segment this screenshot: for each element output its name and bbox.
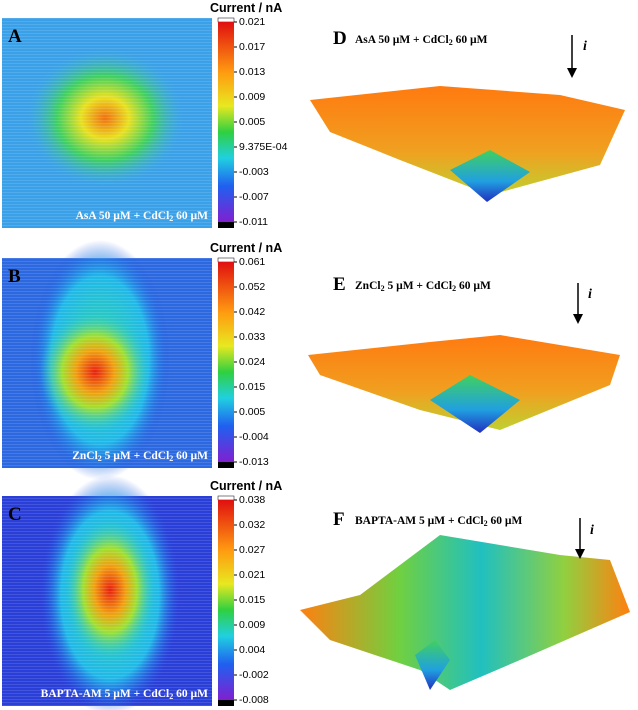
- caption-part: 60 µM: [456, 280, 491, 292]
- colorbar-top: [217, 17, 235, 23]
- caption: BAPTA-AM 5 µM + CdCl2 60 µM: [355, 515, 522, 528]
- colorbar-tick-label: 0.061: [239, 256, 265, 268]
- colorbar-tick-label: 0.013: [239, 66, 265, 78]
- colorbar-tick-label: -0.013: [239, 456, 269, 468]
- caption-part: 5 µM + CdCl: [102, 450, 169, 462]
- colorbar-tick-label: -0.008: [239, 694, 269, 706]
- subscript: 2: [484, 519, 488, 528]
- panel-letter: C: [8, 504, 22, 525]
- arrowheads: [567, 68, 585, 559]
- caption-part: AsA 50 µM + CdCl: [355, 34, 449, 46]
- surface-e: [308, 335, 620, 433]
- surface-d: [310, 86, 625, 202]
- colorbar-title: Current / nA: [210, 241, 282, 255]
- colorbar-tick-label: -0.003: [239, 166, 269, 178]
- colorbar-tick-label: -0.007: [239, 191, 269, 203]
- subscript: 2: [381, 284, 385, 293]
- heatmap-b: [2, 240, 212, 480]
- caption-part: 5 µM + CdCl: [385, 280, 452, 292]
- colorbar-bottom: [218, 462, 234, 468]
- colorbar-bottom: [218, 700, 234, 706]
- subscript: 2: [452, 284, 456, 293]
- colorbar-tick-label: -0.002: [239, 669, 269, 681]
- caption-part: BAPTA-AM 5 µM + CdCl: [41, 688, 170, 700]
- caption-part: 60 µM: [488, 515, 523, 527]
- colorbar-tick-label: 0.038: [239, 494, 265, 506]
- colorbar-tick-label: 0.009: [239, 619, 265, 631]
- subscript: 2: [169, 692, 173, 701]
- subscript: 2: [169, 454, 173, 463]
- colorbar-tick-label: 0.015: [239, 381, 265, 393]
- colorbar-tick-label: 0.015: [239, 594, 265, 606]
- caption: ZnCl2 5 µM + CdCl2 60 µM: [355, 280, 491, 293]
- panel-letter: B: [8, 266, 21, 287]
- caption: AsA 50 µM + CdCl2 60 µM: [76, 210, 209, 223]
- caption-part: ZnCl: [72, 450, 98, 462]
- colorbar-top: [217, 257, 235, 263]
- caption-part: 60 µM: [173, 210, 208, 222]
- subscript: 2: [449, 38, 453, 47]
- heatmap-c: [2, 475, 212, 710]
- colorbar: [218, 262, 234, 462]
- current-symbol: i: [590, 523, 594, 538]
- panel-letter: D: [333, 28, 347, 49]
- colorbar-tick-label: 0.033: [239, 331, 265, 343]
- caption-part: 60 µM: [173, 450, 208, 462]
- colorbar-bottom: [218, 222, 234, 228]
- colorbar-title: Current / nA: [210, 479, 282, 493]
- panel-letter: A: [8, 26, 22, 47]
- colorbar-tick-label: 0.009: [239, 91, 265, 103]
- caption-part: 60 µM: [453, 34, 488, 46]
- heatmap-a: [2, 18, 212, 228]
- colorbar-tick-label: 0.032: [239, 519, 265, 531]
- colorbar-title: Current / nA: [210, 1, 282, 15]
- caption-part: BAPTA-AM 5 µM + CdCl: [355, 515, 484, 527]
- colorbar-tick-label: 0.017: [239, 41, 265, 53]
- colorbar: [218, 500, 234, 700]
- colorbar-tick-label: 0.005: [239, 406, 265, 418]
- colorbar-tick-label: 0.024: [239, 356, 265, 368]
- panel-letter: F: [333, 509, 345, 530]
- arrows: [571, 35, 581, 553]
- panel-letter: E: [333, 274, 346, 295]
- colorbar-tick-label: 0.021: [239, 16, 265, 28]
- colorbar: [218, 22, 234, 222]
- colorbar-tick-label: 0.052: [239, 281, 265, 293]
- subscript: 2: [169, 214, 173, 223]
- colorbar-tick-label: -0.004: [239, 431, 269, 443]
- caption: AsA 50 µM + CdCl2 60 µM: [355, 34, 488, 47]
- colorbar-tick-label: -0.011: [239, 216, 268, 228]
- colorbar-tick-label: 0.005: [239, 116, 265, 128]
- caption-part: AsA 50 µM + CdCl: [76, 210, 170, 222]
- colorbar-tick-label: 9.375E-04: [239, 141, 288, 153]
- caption-part: 60 µM: [173, 688, 208, 700]
- colorbar-tick-label: 0.021: [239, 569, 265, 581]
- current-symbol: i: [583, 39, 587, 54]
- colorbar-tick-label: 0.042: [239, 306, 265, 318]
- subscript: 2: [98, 454, 102, 463]
- caption: BAPTA-AM 5 µM + CdCl2 60 µM: [41, 688, 208, 701]
- current-symbol: i: [588, 287, 592, 302]
- caption: ZnCl2 5 µM + CdCl2 60 µM: [72, 450, 208, 463]
- surface-f: [300, 535, 630, 690]
- colorbar-top: [217, 495, 235, 501]
- colorbar-tick-label: 0.004: [239, 644, 265, 656]
- colorbar-tick-label: 0.027: [239, 544, 265, 556]
- caption-part: ZnCl: [355, 280, 381, 292]
